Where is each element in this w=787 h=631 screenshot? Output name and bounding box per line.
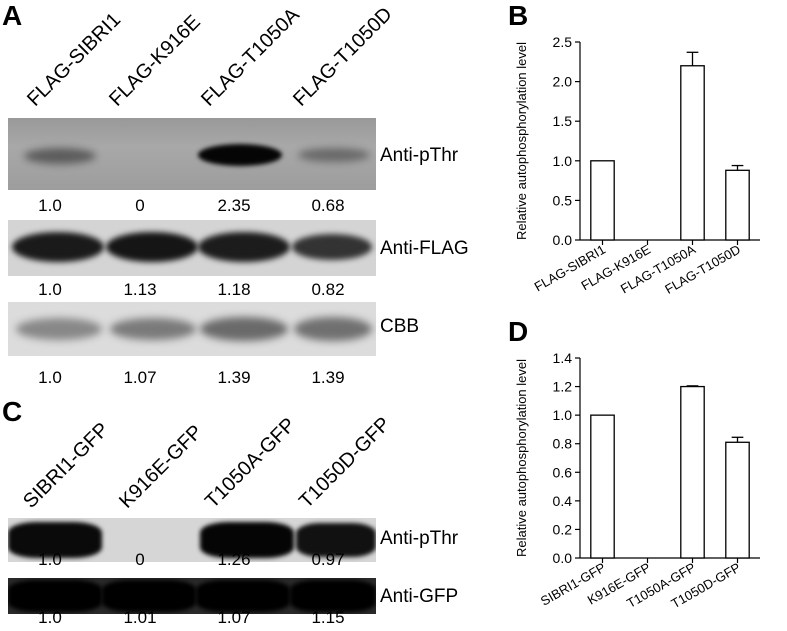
bar	[725, 441, 750, 559]
lane-label-a-4: FLAG-T1050D	[289, 3, 397, 111]
band	[8, 580, 102, 612]
panel-letter-b: B	[508, 0, 529, 31]
quant-value: 1.01	[123, 608, 157, 627]
y-tick-label: 0.2	[553, 521, 573, 537]
quant-value: 0.97	[311, 550, 345, 569]
y-tick-label: 0.5	[553, 192, 573, 208]
y-axis-label: Relative autophosphorylation level	[514, 359, 529, 557]
bar	[590, 414, 615, 559]
quant-value: 1.15	[311, 608, 345, 627]
y-tick-label: 0.6	[553, 464, 573, 480]
bar	[680, 385, 705, 559]
blot-a-pthr	[8, 118, 376, 190]
y-tick-label: 1.4	[553, 350, 573, 366]
blot-a-cbb	[8, 302, 376, 356]
band	[106, 232, 198, 262]
y-tick-label: 2.5	[553, 34, 573, 50]
quant-value: 1.39	[311, 368, 345, 387]
band	[12, 232, 104, 262]
band	[8, 522, 102, 558]
quant-value: 1.0	[38, 368, 62, 387]
quant-value: 1.0	[38, 196, 62, 215]
bar	[590, 160, 615, 241]
bar	[725, 169, 750, 241]
chart-d: Relative autophosphorylation level 0.0 0.2…	[514, 350, 760, 611]
quant-value: 1.0	[38, 280, 62, 299]
quant-value: 0	[135, 550, 145, 569]
band	[292, 234, 372, 260]
quant-value: 1.18	[217, 280, 251, 299]
y-axis-label: Relative autophosphorylation level	[514, 42, 529, 240]
lane-label-a-3: FLAG-T1050A	[197, 3, 304, 111]
band	[102, 580, 196, 612]
chart-b: Relative autophosphorylation level 0.0 0.5…	[514, 34, 760, 297]
y-tick-label: 0.8	[553, 436, 573, 452]
y-tick-label: 1.5	[553, 113, 573, 129]
panel-letter-c: C	[2, 396, 23, 427]
band	[296, 523, 376, 557]
band	[200, 317, 288, 341]
quant-value: 1.26	[217, 550, 251, 569]
quant-value: 1.0	[38, 550, 62, 569]
y-tick-label: 0.4	[553, 493, 573, 509]
quant-value: 1.13	[123, 280, 157, 299]
y-tick-label: 1.0	[553, 407, 573, 423]
y-tick-label: 1.0	[553, 153, 573, 169]
y-tick-label: 1.2	[553, 379, 573, 395]
blot-label-a-cbb: CBB	[380, 316, 420, 337]
band	[110, 318, 196, 340]
band	[298, 148, 370, 162]
bar	[680, 65, 705, 241]
quant-value: 2.35	[217, 196, 251, 215]
lane-label-c-2: K916E-GFP	[115, 420, 207, 513]
panel-letter-d: D	[508, 316, 529, 347]
band	[198, 232, 290, 262]
lane-label-c-4: T1050D-GFP	[295, 413, 395, 513]
quant-value: 0.68	[311, 196, 345, 215]
y-tick-label: 2.0	[553, 74, 573, 90]
y-tick-label: 0.0	[553, 550, 573, 566]
band	[290, 580, 376, 612]
quant-value: 0.82	[311, 280, 345, 299]
blot-c-gfp	[8, 578, 376, 614]
blot-c-pthr	[8, 518, 376, 562]
lane-label-c-3: T1050A-GFP	[201, 413, 301, 513]
blot-label-a-pthr: Anti-pThr	[380, 145, 459, 166]
band	[16, 318, 102, 340]
quant-value: 0	[135, 196, 145, 215]
band	[200, 522, 294, 558]
blot-label-c-pthr: Anti-pThr	[380, 528, 459, 549]
y-tick-label: 0.0	[553, 232, 573, 248]
quant-value: 1.07	[123, 368, 157, 387]
quant-value: 1.0	[38, 608, 62, 627]
band	[196, 580, 290, 612]
quant-value: 1.07	[217, 608, 251, 627]
blot-label-a-flag: Anti-FLAG	[380, 238, 469, 259]
panel-letter-a: A	[2, 0, 23, 31]
lane-label-c-1: SIBRI1-GFP	[19, 418, 114, 513]
band	[24, 148, 96, 164]
quant-value: 1.39	[217, 368, 251, 387]
band	[198, 144, 282, 166]
blot-a-flag	[8, 220, 376, 276]
band	[294, 317, 372, 341]
blot-label-c-gfp: Anti-GFP	[380, 586, 459, 607]
